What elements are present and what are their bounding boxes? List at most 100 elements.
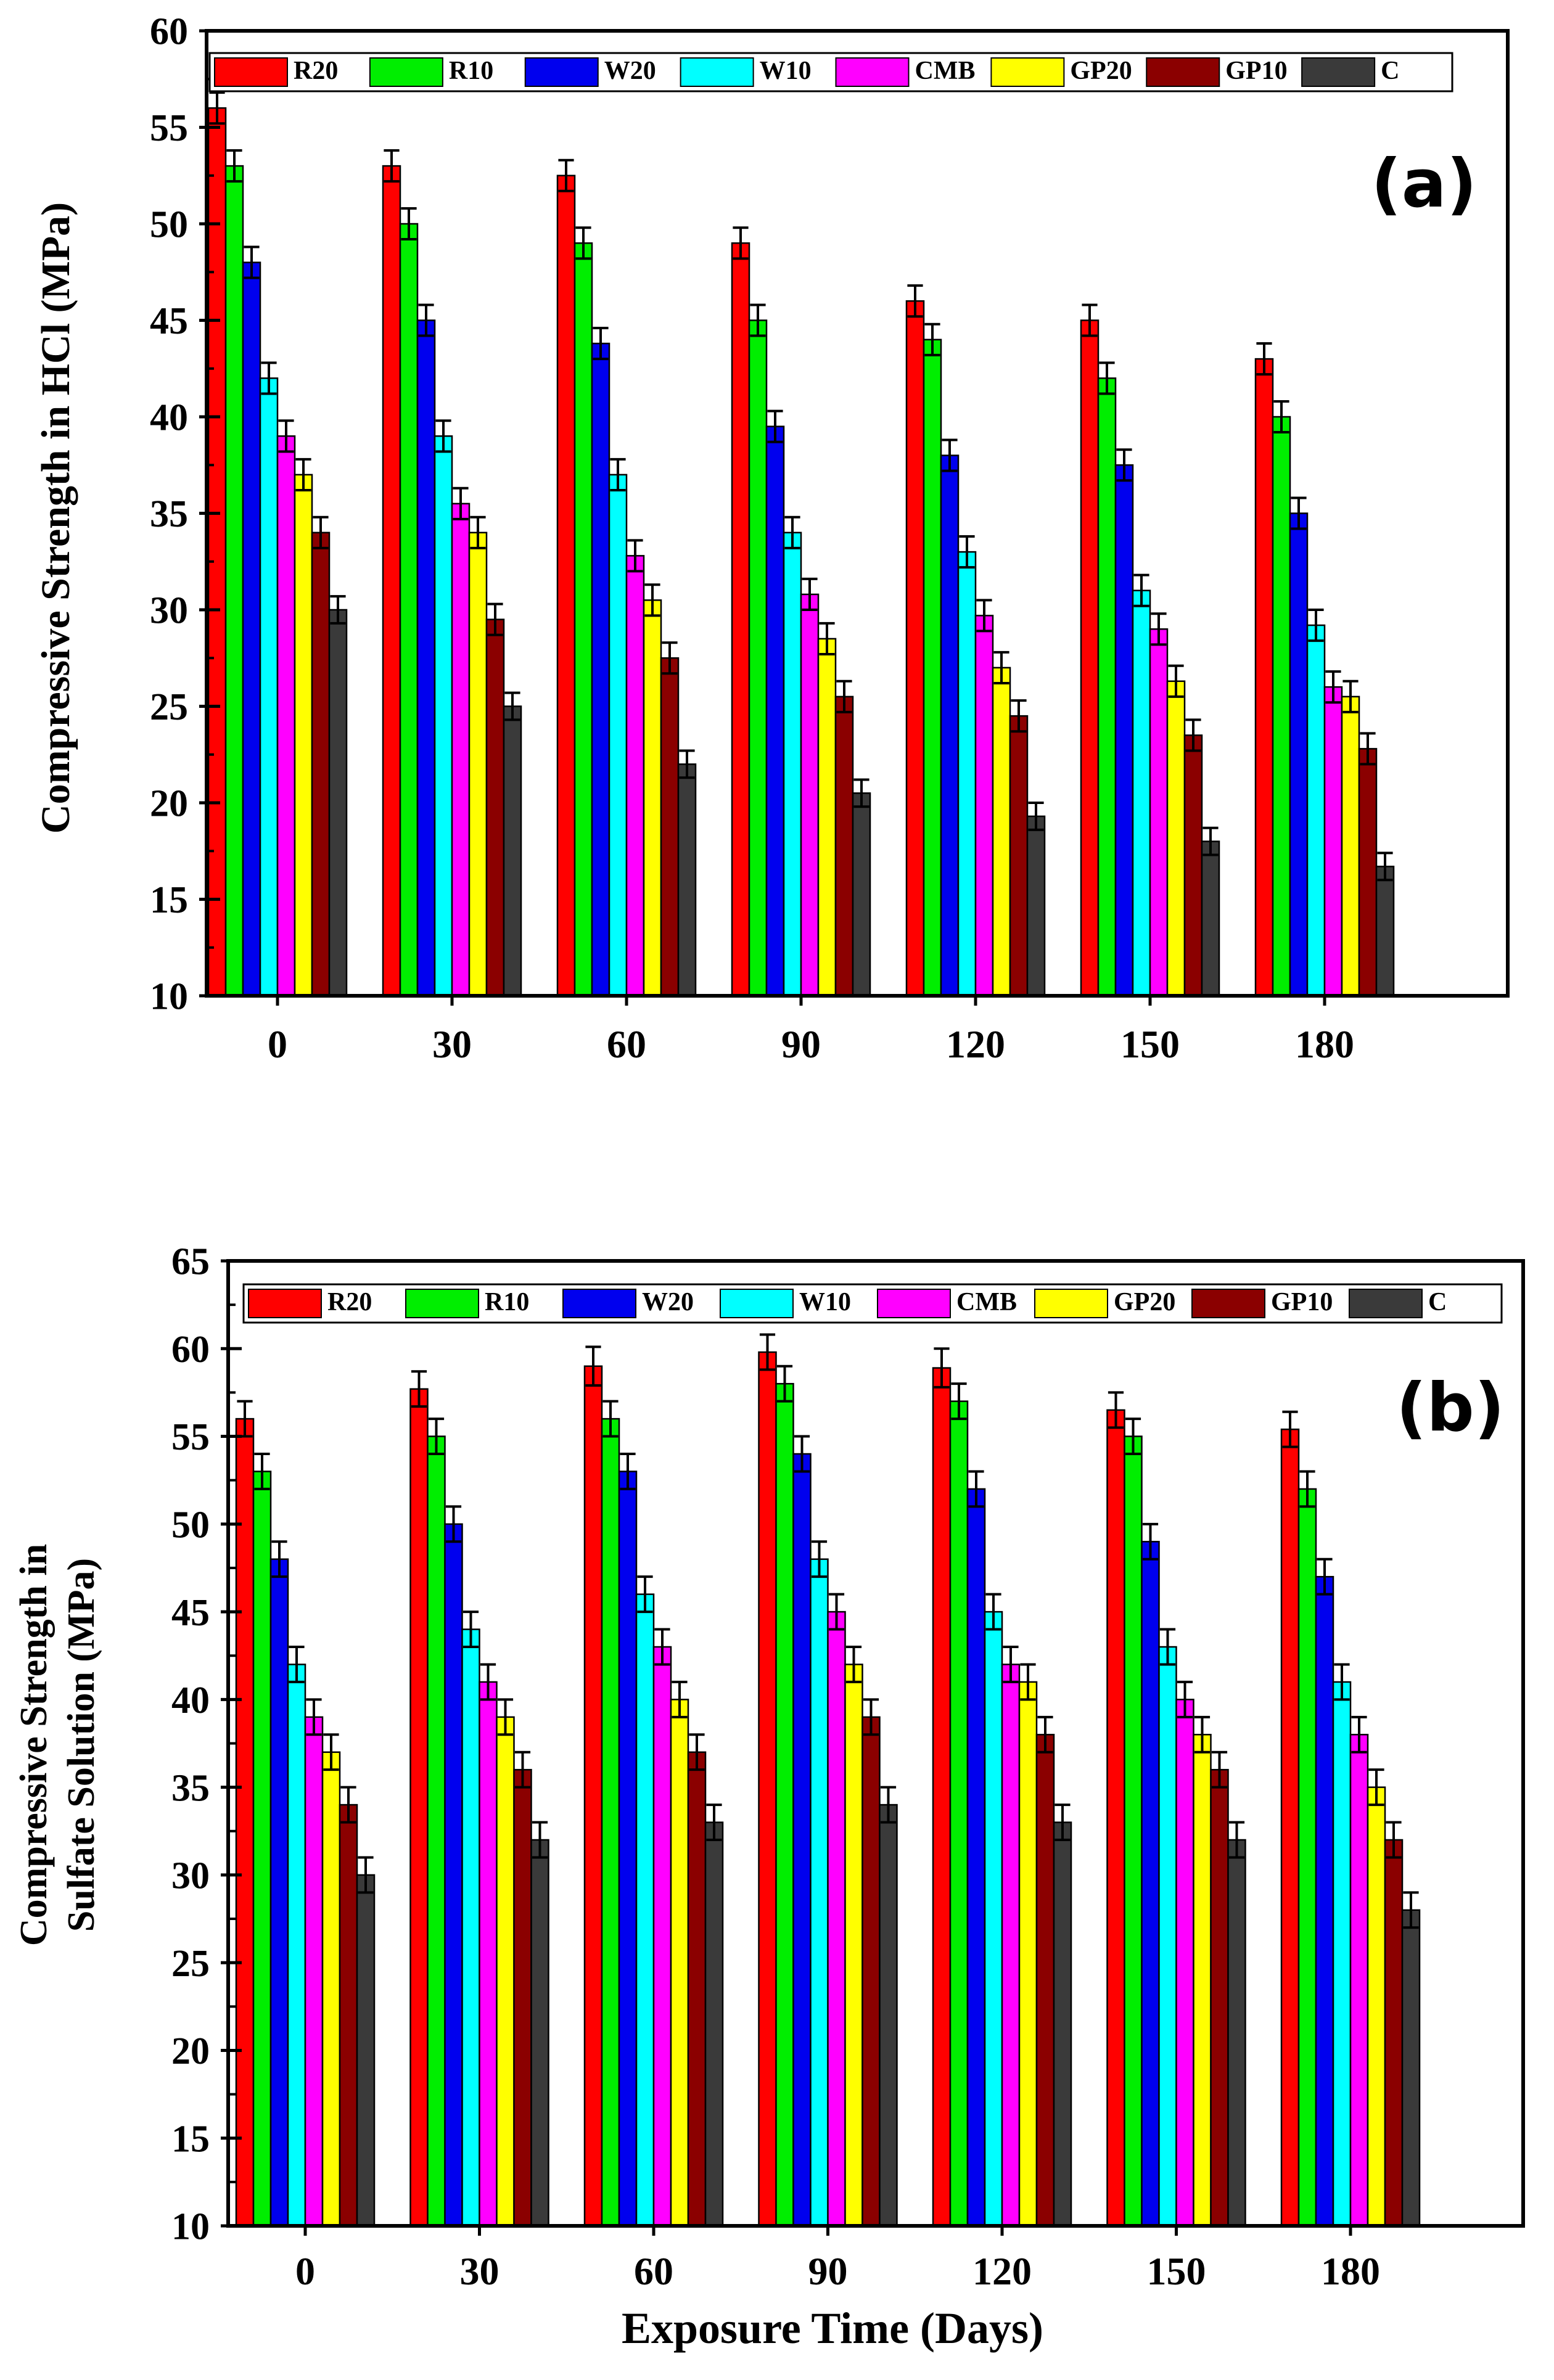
panel-b-legend-swatch-r20 bbox=[248, 1289, 322, 1318]
panel-b-bar-w10-90 bbox=[810, 1558, 829, 2227]
panel-b-sulfate-chart: 10 15 20 25 30 35 40 45 50 55 60 65 0 30 60 90 120 150 18… bbox=[13, 1241, 1525, 2353]
panel-a-legend-label-gp20: GP20 bbox=[1070, 57, 1132, 85]
panel-b-bar-r10-180 bbox=[1297, 1488, 1317, 2227]
panel-a-legend: R20 R10 W20 W10 CMB GP20 GP10 C bbox=[208, 52, 1453, 92]
panel-a-legend-label-r10: R10 bbox=[449, 57, 493, 85]
panel-a-bar-r20-120 bbox=[905, 300, 925, 997]
panel-a-legend-label-cmb: CMB bbox=[915, 57, 976, 85]
panel-a-x-tick-label: 30 bbox=[432, 1022, 472, 1066]
panel-a-bar-r20-0 bbox=[207, 107, 227, 997]
panel-b-bar-w20-180 bbox=[1315, 1575, 1334, 2227]
panel-a-bar-gp10-120 bbox=[1009, 715, 1029, 997]
panel-b-bar-gp10-90 bbox=[861, 1716, 881, 2227]
panel-b-bar-gp20-180 bbox=[1367, 1786, 1386, 2227]
panel-b-bar-r20-0 bbox=[235, 1418, 255, 2227]
panel-a-y-tick-label: 20 bbox=[150, 783, 188, 825]
panel-b-bar-r10-90 bbox=[775, 1382, 794, 2227]
panel-b-y-tick-label: 20 bbox=[171, 2030, 210, 2072]
panel-a-bar-r10-150 bbox=[1097, 377, 1117, 997]
panel-b-bar-r10-150 bbox=[1124, 1435, 1143, 2227]
panel-a-bar-cmb-60 bbox=[625, 555, 645, 997]
panel-a-bar-cmb-90 bbox=[800, 593, 820, 997]
panel-b-legend-label-r10: R10 bbox=[485, 1288, 529, 1316]
panel-b-x-tick-label: 0 bbox=[295, 2249, 315, 2293]
panel-a-bar-c-30 bbox=[503, 705, 522, 997]
panel-b-legend-swatch-gp20 bbox=[1034, 1289, 1108, 1318]
panel-a-legend-swatch-r20 bbox=[214, 57, 288, 87]
panel-b-bar-r10-0 bbox=[252, 1471, 272, 2227]
panel-b-bar-w20-0 bbox=[269, 1558, 289, 2227]
panel-b-legend: R20 R10 W20 W10 CMB GP20 GP10 C bbox=[242, 1283, 1503, 1324]
panel-a-legend-swatch-cmb bbox=[835, 57, 910, 87]
panel-b-bar-c-120 bbox=[1053, 1821, 1072, 2227]
panel-b-bar-gp20-90 bbox=[844, 1664, 863, 2227]
panel-a-bar-w10-90 bbox=[783, 531, 802, 997]
panel-b-bar-w10-120 bbox=[984, 1611, 1003, 2227]
panel-a-bar-r20-30 bbox=[382, 165, 401, 997]
panel-a-legend-swatch-gp20 bbox=[990, 57, 1065, 87]
panel-b-bar-r10-60 bbox=[601, 1418, 620, 2227]
panel-a-bar-r20-60 bbox=[556, 174, 576, 997]
panel-b-bar-r20-90 bbox=[758, 1351, 777, 2227]
panel-b-legend-swatch-gp10 bbox=[1191, 1289, 1265, 1318]
panel-a-bar-w20-120 bbox=[940, 454, 960, 997]
panel-a-bar-w10-150 bbox=[1132, 589, 1151, 997]
panel-b-bar-r20-60 bbox=[583, 1365, 603, 2227]
panel-b-legend-swatch-w10 bbox=[720, 1289, 794, 1318]
panel-b-y-tick-label: 30 bbox=[171, 1855, 210, 1897]
panel-b-bar-gp20-30 bbox=[496, 1716, 515, 2227]
panel-b-legend-label-c: C bbox=[1428, 1288, 1447, 1316]
panel-b-legend-swatch-c bbox=[1349, 1289, 1423, 1318]
panel-a-bar-gp20-0 bbox=[294, 474, 313, 997]
panel-a-legend-label-w10: W10 bbox=[760, 57, 812, 85]
panel-a-bar-gp10-180 bbox=[1358, 748, 1378, 997]
panel-b-legend-label-w10: W10 bbox=[799, 1288, 851, 1316]
panel-a-bar-gp20-120 bbox=[992, 667, 1011, 997]
panel-b-bar-gp10-180 bbox=[1384, 1839, 1404, 2227]
panel-a-x-tick-label: 90 bbox=[781, 1022, 821, 1066]
panel-a-bar-c-60 bbox=[677, 763, 697, 997]
panel-a-bar-r10-180 bbox=[1272, 416, 1291, 997]
panel-a-bar-w10-0 bbox=[259, 377, 279, 997]
panel-b-bar-w20-60 bbox=[618, 1471, 638, 2227]
panel-a-y-tick-label: 45 bbox=[150, 300, 188, 342]
panel-b-bar-cmb-30 bbox=[479, 1681, 498, 2227]
panel-b-y-tick-label: 50 bbox=[171, 1504, 210, 1546]
panel-a-y-ticks: 10 15 20 25 30 35 40 45 50 55 60 bbox=[150, 11, 220, 1018]
panel-a-bar-c-180 bbox=[1375, 866, 1395, 997]
panel-a-bar-gp10-60 bbox=[660, 657, 680, 997]
panel-b-bar-w20-30 bbox=[444, 1523, 463, 2227]
panel-a-bar-w10-60 bbox=[608, 474, 628, 997]
panel-a-x-ticks: 0 30 60 90 120 150 180 bbox=[268, 996, 1354, 1066]
panel-b-bar-w10-180 bbox=[1332, 1681, 1352, 2227]
panel-a-bar-r10-120 bbox=[923, 339, 942, 997]
panel-a-x-tick-label: 180 bbox=[1295, 1022, 1354, 1066]
panel-b-x-tick-label: 90 bbox=[808, 2249, 848, 2293]
panel-b-bar-r20-30 bbox=[409, 1388, 429, 2227]
panel-b-x-tick-label: 30 bbox=[460, 2249, 500, 2293]
panel-a-bar-gp20-180 bbox=[1341, 696, 1360, 997]
panel-a-bar-cmb-30 bbox=[451, 503, 471, 997]
panel-a-bar-w10-180 bbox=[1306, 624, 1326, 997]
panel-b-label: (b) bbox=[1396, 1369, 1505, 1446]
panel-a-legend-swatch-r10 bbox=[369, 57, 443, 87]
panel-a-bar-c-150 bbox=[1201, 840, 1220, 997]
panel-b-bar-w20-90 bbox=[792, 1453, 812, 2227]
panel-a-y-tick-label: 15 bbox=[150, 879, 188, 921]
panel-a-bar-r20-90 bbox=[731, 242, 750, 997]
panel-a-bar-cmb-120 bbox=[974, 615, 994, 997]
panel-a-bar-gp10-0 bbox=[311, 531, 331, 997]
panel-a-legend-swatch-w20 bbox=[524, 57, 599, 87]
panel-a-bar-r10-60 bbox=[574, 242, 593, 997]
panel-b-bar-r20-150 bbox=[1106, 1409, 1125, 2227]
panel-a-bar-w10-30 bbox=[434, 435, 453, 997]
panel-b-y-tick-label: 60 bbox=[171, 1329, 210, 1371]
panel-a-legend-swatch-gp10 bbox=[1146, 57, 1220, 87]
panel-b-bar-gp20-60 bbox=[670, 1699, 689, 2227]
panel-b-y-tick-label: 15 bbox=[171, 2118, 210, 2160]
panel-a-y-tick-label: 10 bbox=[150, 976, 188, 1018]
panel-a-y-tick-label: 40 bbox=[150, 397, 188, 439]
panel-a-legend-label-r20: R20 bbox=[294, 57, 338, 85]
panel-a-bar-r20-180 bbox=[1254, 358, 1274, 997]
